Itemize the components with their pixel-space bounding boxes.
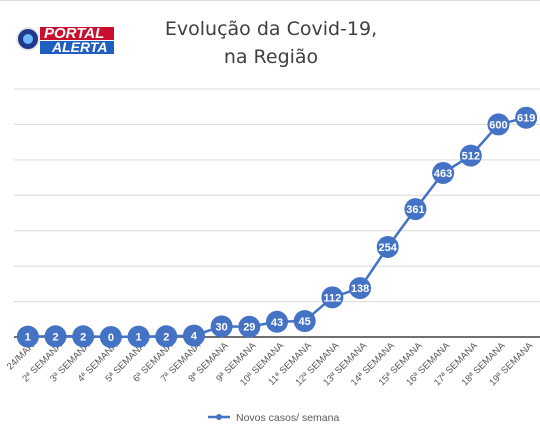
legend: Novos casos/ semana <box>208 412 339 424</box>
data-label: 463 <box>434 168 452 180</box>
legend-label: Novos casos/ semana <box>236 412 339 424</box>
data-point <box>155 325 178 348</box>
data-label: 619 <box>517 113 535 125</box>
data-label: 30 <box>216 321 228 333</box>
data-label: 0 <box>108 332 114 344</box>
data-label: 512 <box>462 151 480 163</box>
data-point <box>44 325 67 348</box>
data-label: 1 <box>136 332 142 344</box>
legend-point-marker <box>216 414 222 420</box>
data-point <box>99 326 122 348</box>
data-label: 138 <box>351 283 369 295</box>
data-point <box>404 198 427 221</box>
data-label: 112 <box>323 292 341 304</box>
chart-title-line-2: na Região <box>224 46 318 68</box>
data-label: 2 <box>52 331 58 343</box>
gridlines <box>14 88 540 303</box>
portal-alerta-logo: PORTAL ALERTA <box>16 25 114 55</box>
logo-text-portal: PORTAL <box>44 25 104 42</box>
data-point <box>349 277 372 300</box>
chart-title-line-1: Evolução da Covid-19, <box>165 18 377 40</box>
data-label: 43 <box>271 317 283 329</box>
data-label: 1 <box>25 332 31 344</box>
data-point <box>238 315 261 338</box>
data-label: 45 <box>299 316 311 328</box>
data-point <box>432 161 455 184</box>
data-points: 1 2 2 0 1 2 4 30 29 43 45 112 138 254 361 463 512 600 619 <box>16 106 538 348</box>
data-point <box>459 144 482 167</box>
data-point <box>266 310 288 333</box>
data-point <box>515 106 538 129</box>
data-point <box>72 325 95 348</box>
data-point <box>321 286 344 309</box>
data-point <box>376 236 399 259</box>
data-label: 361 <box>406 204 424 216</box>
data-label: 29 <box>243 322 255 334</box>
data-point <box>210 315 233 338</box>
data-point <box>293 310 316 333</box>
data-point <box>16 325 39 348</box>
data-label: 2 <box>80 331 86 343</box>
data-point <box>182 324 205 347</box>
data-label: 254 <box>379 242 398 254</box>
data-label: 2 <box>163 331 169 343</box>
data-label: 4 <box>191 331 198 343</box>
series-line <box>27 116 527 339</box>
data-label: 600 <box>489 119 507 131</box>
logo-text-alerta: ALERTA <box>51 39 107 55</box>
data-point <box>127 325 150 348</box>
data-point <box>487 113 510 136</box>
